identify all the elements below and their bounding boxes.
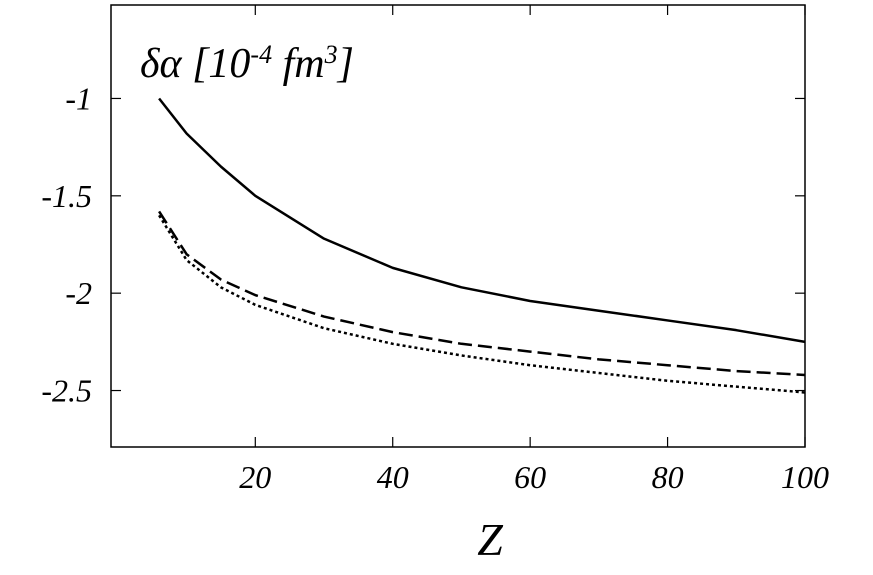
- x-tick-label: 40: [377, 459, 409, 495]
- y-tick-label: -2: [65, 275, 92, 311]
- x-tick-label: 60: [514, 459, 546, 495]
- data-line: [158, 97, 806, 344]
- data-line: [158, 210, 806, 377]
- y-axis-label-part: ]: [337, 41, 354, 87]
- y-tick-label: -2.5: [41, 373, 92, 409]
- plot-frame: [110, 4, 806, 448]
- x-tick-label: 20: [239, 459, 271, 495]
- x-axis-label: Z: [477, 514, 503, 565]
- y-axis-label: δα [10-4 fm3]: [140, 40, 354, 88]
- y-tick-label: -1: [65, 80, 92, 116]
- y-tick-label: -1.5: [41, 178, 92, 214]
- x-tick-label: 80: [652, 459, 684, 495]
- y-axis-label-part: 3: [324, 40, 338, 69]
- x-tick-label: 100: [781, 459, 829, 495]
- y-axis-label-part: -4: [250, 40, 272, 69]
- y-axis-label-part: δα [10: [140, 41, 250, 87]
- data-line: [158, 214, 806, 394]
- y-axis-label-part: fm: [272, 41, 325, 87]
